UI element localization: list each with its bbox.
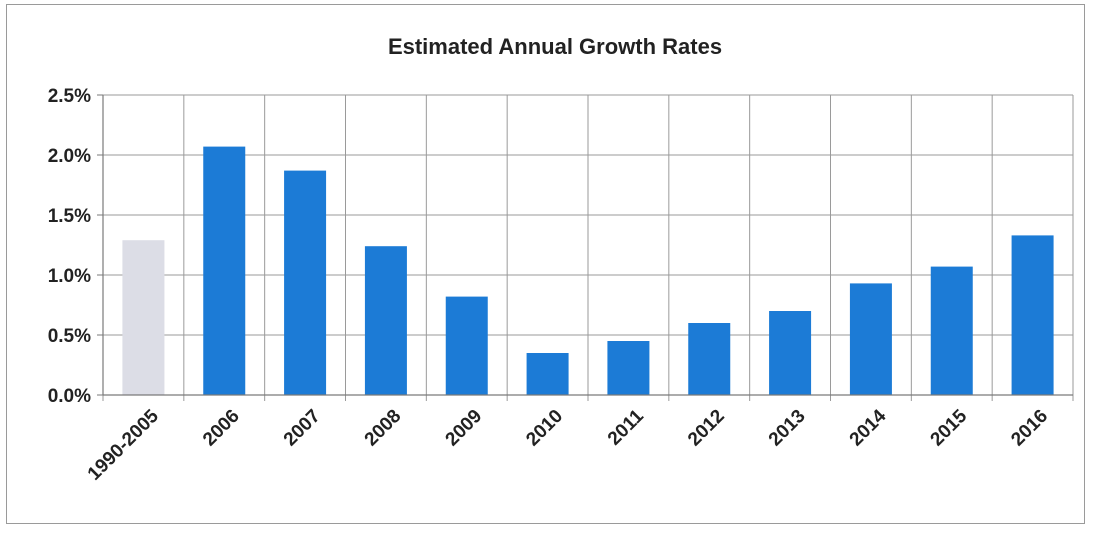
bars: [122, 146, 1054, 395]
x-tick-label: 2013: [765, 406, 810, 451]
bar-2012: [688, 323, 731, 395]
bar-2008: [364, 246, 407, 395]
bar-2006: [203, 146, 246, 395]
x-tick-label: 2016: [1007, 406, 1052, 451]
bar-2014: [849, 283, 892, 395]
x-tick-label: 2012: [684, 406, 729, 451]
y-tick-label: 0.0%: [48, 386, 91, 407]
x-tick-label: 2009: [442, 406, 487, 451]
x-tick-label: 2014: [846, 405, 891, 450]
y-axis-ticks: 0.0% 0.5% 1.0% 1.5% 2.0% 2.5%: [48, 86, 91, 407]
x-tick-label: 2007: [280, 406, 325, 451]
bar-2010: [526, 353, 569, 395]
x-tick-label: 2008: [361, 406, 406, 451]
bar-2013: [769, 311, 812, 395]
bar-2015: [930, 266, 973, 395]
bar-1990-2005: [122, 240, 165, 395]
axes: [97, 94, 1073, 396]
bar-2016: [1011, 235, 1054, 395]
chart-frame: [6, 4, 1085, 524]
x-tick-label: 2010: [522, 406, 567, 451]
y-tick-label: 1.5%: [48, 206, 91, 227]
bar-2011: [607, 341, 650, 395]
y-tick-label: 0.5%: [48, 326, 91, 347]
x-tick-label: 1990-2005: [84, 405, 163, 484]
x-tick-label: 2006: [199, 406, 244, 451]
x-tick-label: 2015: [927, 405, 972, 450]
chart-title: Estimated Annual Growth Rates: [388, 34, 722, 59]
x-tick-label: 2011: [604, 405, 648, 449]
y-tick-label: 1.0%: [48, 266, 91, 287]
gridlines: [102, 94, 1074, 401]
bar-2009: [445, 296, 488, 395]
y-tick-label: 2.5%: [48, 86, 91, 107]
bar-2007: [284, 170, 327, 395]
x-axis-ticks: 1990-2005 2006 2007 2008 2009 2010 2011 2012 201…: [84, 405, 1052, 484]
y-tick-label: 2.0%: [48, 146, 91, 167]
